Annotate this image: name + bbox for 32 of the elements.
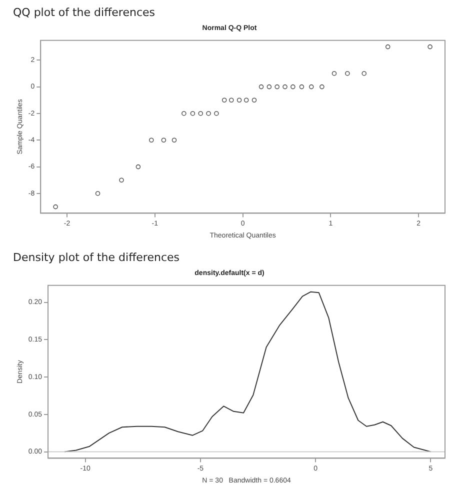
- point: [258, 84, 264, 90]
- point: [332, 71, 337, 76]
- point: [172, 138, 177, 143]
- point: [136, 164, 141, 170]
- point: [214, 111, 219, 116]
- point: [308, 84, 314, 90]
- point: [182, 111, 186, 116]
- point: [119, 178, 124, 183]
- point: [345, 71, 350, 76]
- point: [385, 44, 390, 50]
- point: [161, 138, 166, 143]
- point: [148, 138, 154, 143]
- point: [198, 111, 204, 116]
- point: [228, 98, 234, 103]
- point: [236, 98, 242, 103]
- chart-title: QQ plot of the differences: [13, 6, 155, 19]
- point: [299, 84, 304, 90]
- point: [320, 84, 324, 90]
- point: [266, 84, 272, 90]
- point: [222, 98, 227, 103]
- point: [206, 111, 211, 116]
- point: [95, 191, 100, 196]
- point: [290, 84, 296, 90]
- point: [53, 204, 58, 210]
- chart-title: Density plot of the differences: [13, 251, 180, 264]
- point: [252, 98, 257, 103]
- point: [428, 44, 432, 50]
- point: [274, 84, 280, 90]
- point: [282, 84, 288, 90]
- point: [244, 98, 249, 103]
- point: [190, 111, 196, 116]
- point: [362, 71, 367, 76]
